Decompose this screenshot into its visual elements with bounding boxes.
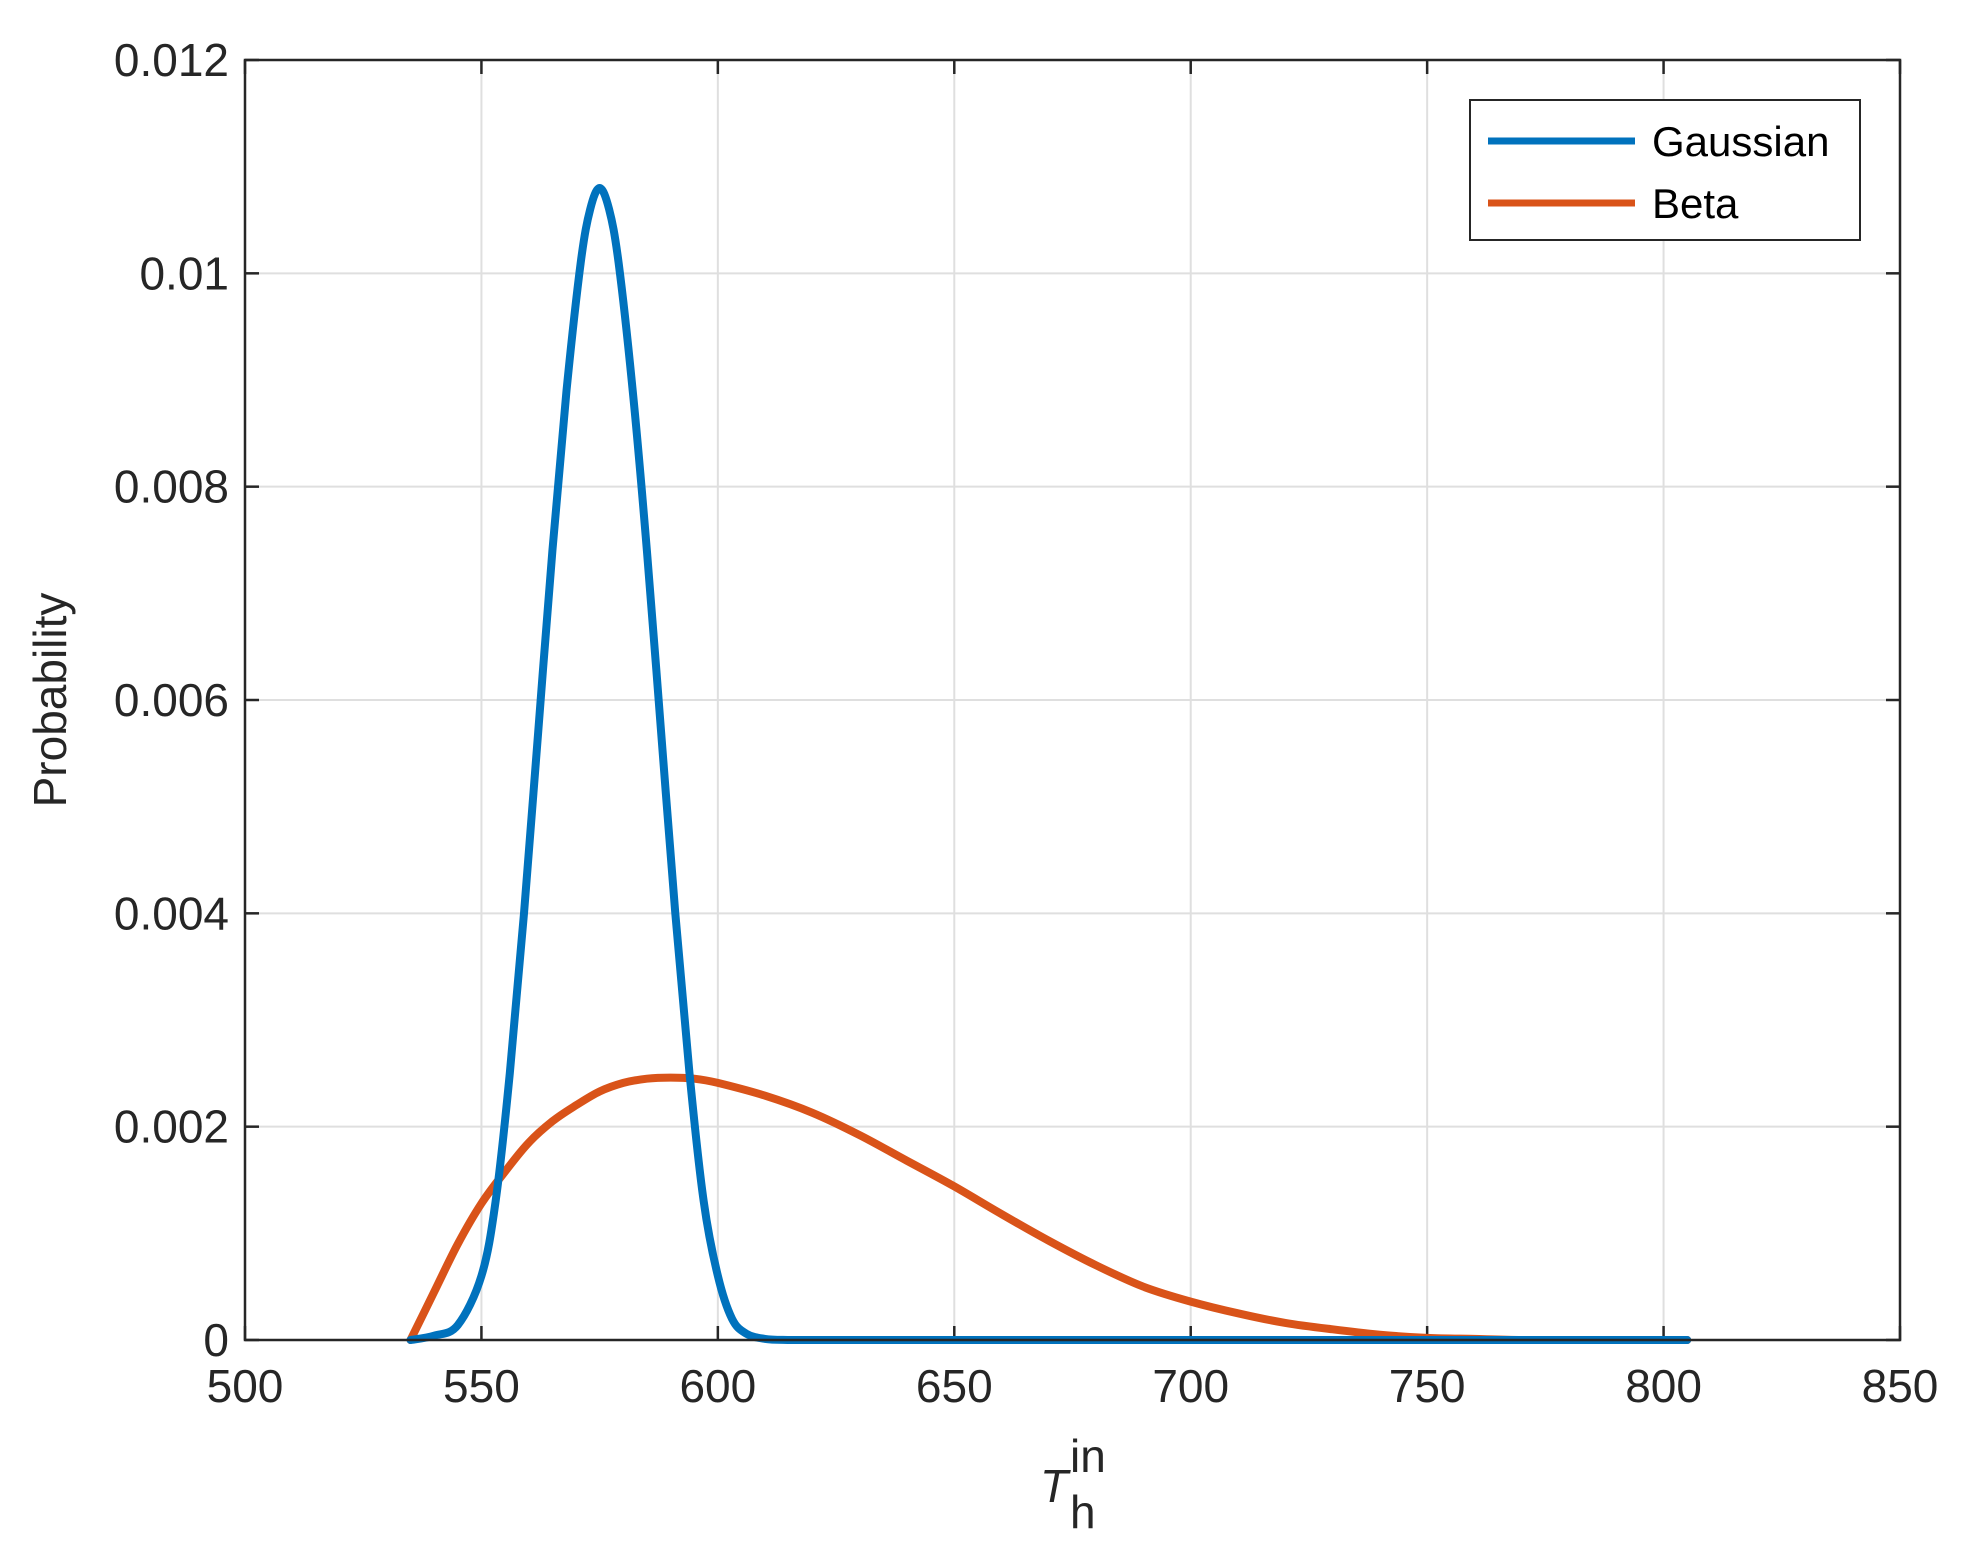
y-tick-label: 0.01 bbox=[139, 247, 229, 299]
x-tick-label: 500 bbox=[207, 1360, 284, 1412]
legend-label-gaussian: Gaussian bbox=[1652, 118, 1829, 165]
x-axis-label: T in h bbox=[1040, 1430, 1106, 1538]
legend: Gaussian Beta bbox=[1469, 99, 1861, 241]
x-axis-label-sub: h bbox=[1070, 1486, 1096, 1538]
x-tick-label: 550 bbox=[443, 1360, 520, 1412]
tick-labels: 500 550 600 650 700 750 800 850 0 0.002 0.004 0.006… bbox=[114, 34, 1939, 1412]
x-tick-label: 650 bbox=[916, 1360, 993, 1412]
y-tick-label: 0.004 bbox=[114, 887, 229, 939]
y-tick-label: 0.006 bbox=[114, 674, 229, 726]
plot-frame bbox=[243, 58, 1902, 1342]
x-tick-label: 600 bbox=[679, 1360, 756, 1412]
x-tick-label: 850 bbox=[1862, 1360, 1939, 1412]
x-tick-label: 750 bbox=[1389, 1360, 1466, 1412]
y-tick-label: 0.002 bbox=[114, 1101, 229, 1153]
x-tick-label: 700 bbox=[1152, 1360, 1229, 1412]
y-tick-label: 0.008 bbox=[114, 461, 229, 513]
y-tick-label: 0 bbox=[203, 1314, 229, 1366]
y-axis-label: Probability bbox=[24, 593, 76, 808]
x-tick-label: 800 bbox=[1625, 1360, 1702, 1412]
x-axis-label-sup: in bbox=[1070, 1430, 1106, 1482]
y-tick-label: 0.012 bbox=[114, 34, 229, 86]
legend-label-beta: Beta bbox=[1652, 180, 1739, 227]
legend-box bbox=[1469, 99, 1861, 241]
x-axis-label-main: T bbox=[1040, 1460, 1071, 1512]
